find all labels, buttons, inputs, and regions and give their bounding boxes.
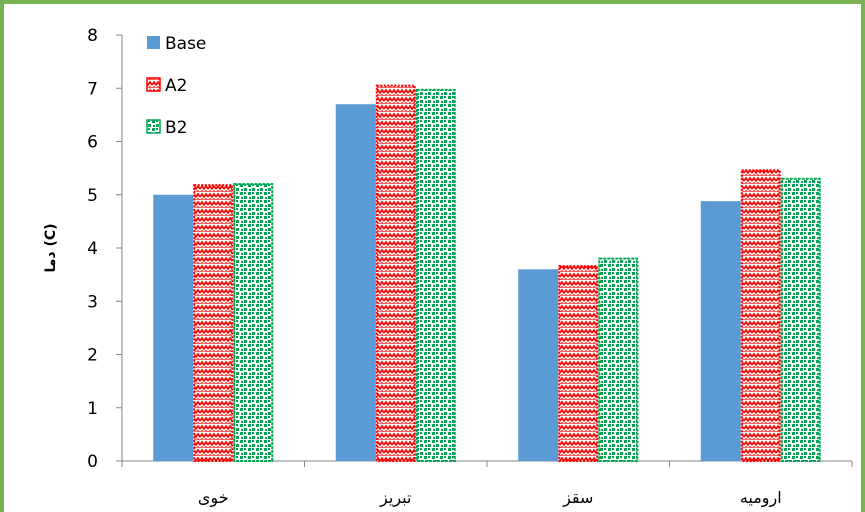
bar-base	[335, 104, 376, 461]
y-tick-label: 6	[87, 133, 98, 153]
x-tick-label: تبریز	[379, 488, 411, 508]
legend-label: B2	[165, 118, 187, 138]
x-tick-label: ارومیه	[740, 488, 782, 508]
bar-a2	[740, 169, 781, 462]
bar-b2	[598, 257, 639, 462]
bar-b2	[780, 177, 821, 462]
bar-base	[518, 269, 559, 461]
bar-b2	[233, 183, 274, 462]
legend: Base A2 B2	[146, 34, 206, 138]
bar-a2	[558, 265, 599, 463]
legend-label: Base	[165, 34, 206, 54]
bars-group	[153, 84, 821, 463]
legend-swatch-base	[147, 36, 160, 49]
y-tick-label: 8	[87, 26, 98, 46]
legend-swatch-b2	[146, 119, 161, 134]
y-tick-label: 3	[87, 292, 98, 312]
y-tick-label: 0	[87, 452, 98, 472]
y-tick-label: 7	[87, 79, 98, 99]
bar-base	[153, 194, 194, 461]
legend-label: A2	[165, 76, 187, 96]
y-tick-label: 2	[87, 346, 98, 366]
y-tick-label: 1	[87, 399, 98, 419]
y-axis-label: دما (C)	[43, 223, 59, 272]
x-tick-label: خوی	[198, 488, 229, 508]
bar-a2	[193, 184, 234, 462]
bar-base	[700, 201, 741, 461]
bar-a2	[375, 84, 416, 463]
y-tick-label: 5	[87, 186, 98, 206]
legend-swatch-a2	[146, 77, 161, 92]
bar-b2	[415, 88, 456, 462]
x-tick-label: سقز	[562, 488, 593, 508]
y-tick-label: 4	[87, 239, 98, 259]
